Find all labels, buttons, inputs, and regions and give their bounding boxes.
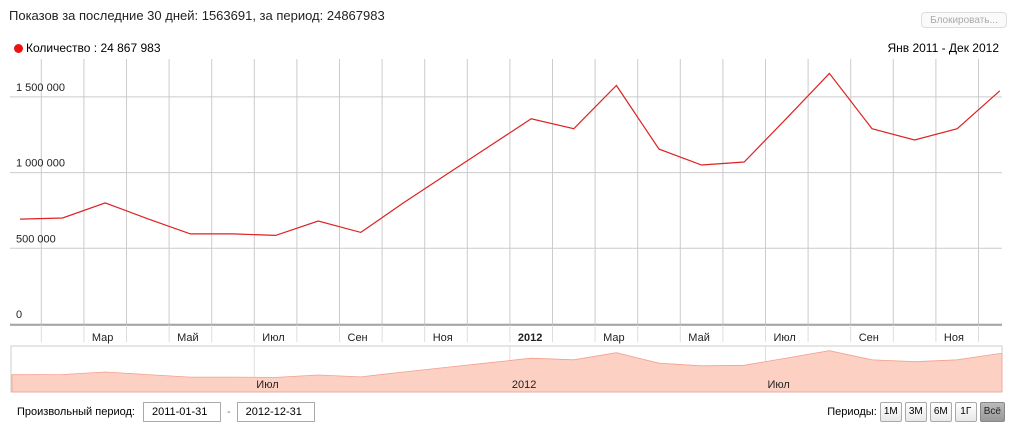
legend-dot-icon (14, 43, 23, 53)
navigator[interactable]: Июл 2012 Июл (10, 345, 1003, 393)
x-tick-label: Мар (92, 332, 114, 344)
data-point[interactable] (18, 217, 22, 221)
period-selector: Периоды: 1М 3М 6М 1Г Всё (827, 402, 1005, 422)
x-tick-label: Май (688, 332, 710, 344)
data-point[interactable] (955, 127, 959, 131)
period-3m-button[interactable]: 3М (904, 402, 927, 422)
x-axis-tick-marks (40, 325, 979, 342)
data-point[interactable] (870, 127, 874, 131)
x-tick-label: Сен (859, 332, 879, 344)
data-point[interactable] (742, 160, 746, 164)
y-tick-label: 0 (16, 309, 22, 321)
horizontal-grid (10, 96, 1002, 325)
y-tick-label: 1 500 000 (16, 82, 65, 94)
data-point[interactable] (444, 173, 448, 177)
periods-label: Периоды: (827, 406, 877, 418)
data-point[interactable] (529, 117, 533, 121)
data-point[interactable] (401, 201, 405, 205)
data-point[interactable] (913, 138, 917, 142)
data-point[interactable] (785, 116, 789, 120)
x-tick-label: 2012 (518, 332, 542, 344)
data-point[interactable] (700, 163, 704, 167)
date-range-label: Янв 2011 - Дек 2012 (887, 41, 999, 55)
data-point[interactable] (998, 89, 1002, 93)
period-1m-button[interactable]: 1М (879, 402, 902, 422)
chart: 0 500 000 1 000 000 1 500 000 Мар Май Июл Сен Н… (10, 59, 1003, 393)
data-point[interactable] (146, 217, 150, 221)
data-point[interactable] (657, 147, 661, 151)
data-point[interactable] (231, 232, 235, 236)
y-tick-label: 500 000 (16, 233, 56, 245)
navigator-area (11, 350, 1003, 393)
legend[interactable]: Количество : 24 867 983 (14, 41, 161, 55)
data-point[interactable] (61, 216, 65, 220)
date-separator: - (226, 406, 231, 418)
x-axis-labels: Мар Май Июл Сен Ноя 2012 Мар Май Июл Сен Ноя (92, 332, 964, 344)
data-point[interactable] (103, 201, 107, 205)
x-tick-label: Июл (774, 332, 796, 344)
navigator-label: Июл (256, 379, 278, 391)
y-tick-label: 1 000 000 (16, 158, 65, 170)
series-line (19, 72, 1001, 237)
block-button[interactable]: Блокировать... (921, 12, 1007, 28)
summary-text: Показов за последние 30 дней: 1563691, з… (9, 8, 385, 23)
x-tick-label: Июл (262, 332, 284, 344)
data-point[interactable] (572, 127, 576, 131)
period-all-button[interactable]: Всё (979, 402, 1005, 422)
custom-period-label: Произвольный период: (17, 406, 135, 418)
navigator-labels: Июл 2012 Июл (256, 379, 790, 391)
x-tick-label: Ноя (944, 332, 964, 344)
data-point[interactable] (359, 230, 363, 234)
data-point[interactable] (614, 84, 618, 88)
date-to-input[interactable] (236, 402, 315, 422)
date-from-input[interactable] (142, 402, 221, 422)
y-axis-labels: 0 500 000 1 000 000 1 500 000 (16, 82, 65, 321)
x-tick-label: Ноя (433, 332, 453, 344)
period-6m-button[interactable]: 6М (929, 402, 952, 422)
period-1y-button[interactable]: 1Г (954, 402, 977, 422)
data-point[interactable] (827, 71, 831, 75)
x-tick-label: Май (177, 332, 199, 344)
legend-label: Количество : 24 867 983 (26, 41, 161, 55)
data-point[interactable] (487, 145, 491, 149)
vertical-grid (40, 59, 979, 324)
navigator-label: 2012 (512, 379, 536, 391)
data-point[interactable] (316, 219, 320, 223)
custom-period: Произвольный период: - (17, 402, 315, 422)
data-point[interactable] (188, 232, 192, 236)
navigator-label: Июл (768, 379, 790, 391)
x-tick-label: Сен (348, 332, 368, 344)
x-tick-label: Мар (603, 332, 625, 344)
data-point[interactable] (274, 233, 278, 237)
